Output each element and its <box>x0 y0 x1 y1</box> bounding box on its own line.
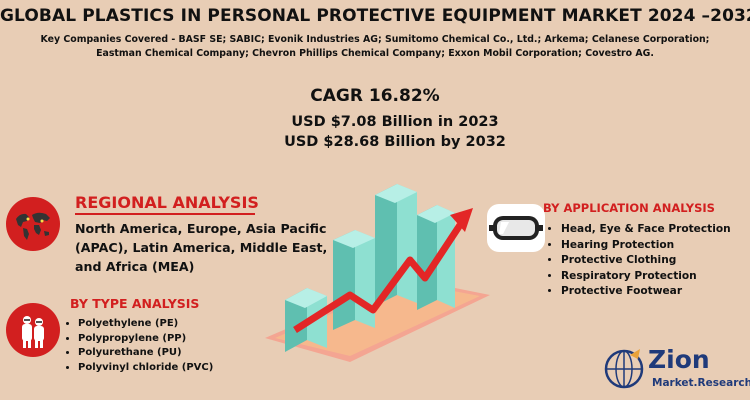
globe-icon <box>604 349 644 389</box>
list-item: Protective Clothing <box>561 253 731 269</box>
growth-arrow <box>293 223 463 333</box>
regional-analysis-text: North America, Europe, Asia Pacific (APA… <box>75 221 328 274</box>
companies-line-2: Eastman Chemical Company; Chevron Philli… <box>96 48 654 59</box>
market-value-2032: USD $28.68 Billion by 2032 <box>284 134 506 150</box>
application-analysis-heading: BY APPLICATION ANALYSIS <box>543 201 715 215</box>
cagr-stat: CAGR 16.82% <box>310 86 440 106</box>
list-item: Hearing Protection <box>561 238 731 254</box>
market-value-2023: USD $7.08 Billion in 2023 <box>291 114 499 130</box>
regional-heading-underline <box>75 213 255 215</box>
logo-subtext: Market.Research. <box>652 377 750 389</box>
world-map-icon <box>6 197 60 251</box>
page-title: GLOBAL PLASTICS IN PERSONAL PROTECTIVE E… <box>0 6 750 26</box>
regional-analysis-heading: REGIONAL ANALYSIS <box>75 193 259 212</box>
list-item: Polypropylene (PP) <box>78 332 213 347</box>
goggles-icon <box>487 204 545 252</box>
key-companies: Key Companies Covered - BASF SE; SABIC; … <box>10 33 740 61</box>
application-list: Head, Eye & Face Protection Hearing Prot… <box>545 222 731 300</box>
list-item: Polyurethane (PU) <box>78 346 213 361</box>
list-item: Head, Eye & Face Protection <box>561 222 731 238</box>
ppe-workers-icon <box>6 303 60 357</box>
logo-text: Zion <box>648 345 710 374</box>
type-list: Polyethylene (PE) Polypropylene (PP) Pol… <box>62 317 213 375</box>
growth-bar-chart-icon <box>265 184 490 362</box>
zion-logo: Zion Market.Research. <box>600 345 750 400</box>
list-item: Protective Footwear <box>561 284 731 300</box>
companies-line-1: Key Companies Covered - BASF SE; SABIC; … <box>40 34 710 45</box>
type-analysis-heading: BY TYPE ANALYSIS <box>70 296 200 311</box>
list-item: Polyvinyl chloride (PVC) <box>78 361 213 376</box>
list-item: Polyethylene (PE) <box>78 317 213 332</box>
list-item: Respiratory Protection <box>561 269 731 285</box>
